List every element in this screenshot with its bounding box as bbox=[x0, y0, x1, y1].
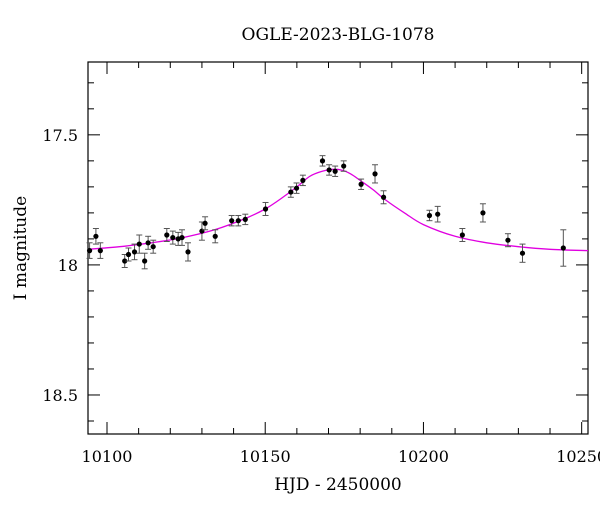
point-marker bbox=[505, 237, 511, 243]
data-point bbox=[136, 234, 143, 254]
data-point bbox=[262, 201, 269, 216]
y-tick-label: 18.5 bbox=[42, 386, 78, 405]
point-marker bbox=[332, 168, 338, 174]
point-marker bbox=[372, 171, 378, 177]
point-marker bbox=[136, 241, 142, 247]
x-tick-label: 10100 bbox=[82, 447, 133, 466]
point-marker bbox=[145, 240, 151, 246]
x-tick-labels: 10100 10150 10200 10250 bbox=[82, 447, 600, 466]
point-marker bbox=[426, 212, 433, 219]
data-point bbox=[293, 182, 300, 194]
y-tick-label: 18 bbox=[58, 256, 78, 275]
point-marker bbox=[435, 211, 441, 217]
data-point bbox=[131, 243, 138, 261]
point-marker bbox=[293, 185, 300, 191]
point-marker bbox=[288, 189, 294, 195]
point-marker bbox=[93, 233, 99, 239]
data-point bbox=[202, 216, 209, 231]
chart-title: OGLE-2023-BLG-1078 bbox=[242, 25, 435, 45]
point-marker bbox=[560, 245, 566, 251]
point-marker bbox=[326, 167, 332, 173]
model-curve bbox=[87, 168, 589, 252]
point-marker bbox=[202, 220, 208, 226]
axis-ticks bbox=[88, 62, 588, 434]
point-marker bbox=[164, 232, 170, 238]
data-point bbox=[178, 229, 185, 246]
point-marker bbox=[97, 248, 103, 254]
data-point bbox=[287, 186, 294, 198]
data-point bbox=[479, 203, 486, 223]
data-point bbox=[358, 178, 365, 190]
data-point bbox=[141, 252, 148, 270]
plot-frame bbox=[87, 61, 589, 435]
data-point bbox=[97, 242, 104, 259]
data-point bbox=[372, 164, 379, 184]
data-point bbox=[212, 229, 219, 244]
point-marker bbox=[341, 163, 347, 169]
data-point bbox=[242, 213, 249, 226]
data-point bbox=[519, 243, 526, 263]
point-marker bbox=[459, 232, 465, 238]
data-point bbox=[145, 235, 152, 250]
x-tick-label: 10150 bbox=[240, 447, 291, 466]
point-marker bbox=[242, 216, 248, 222]
point-marker bbox=[229, 218, 235, 224]
point-marker bbox=[86, 248, 93, 254]
point-marker bbox=[170, 234, 176, 241]
data-point bbox=[560, 229, 567, 267]
point-marker bbox=[142, 258, 148, 264]
point-marker bbox=[199, 228, 205, 234]
point-marker bbox=[131, 249, 138, 255]
data-point bbox=[326, 164, 333, 176]
data-point bbox=[504, 233, 511, 248]
point-marker bbox=[235, 218, 241, 224]
data-point bbox=[86, 242, 93, 259]
x-axis-label: HJD - 2450000 bbox=[274, 475, 402, 495]
data-point bbox=[459, 227, 466, 242]
x-tick-label: 10250 bbox=[556, 447, 600, 466]
data-point bbox=[228, 214, 235, 227]
data-point bbox=[434, 205, 441, 223]
point-marker bbox=[300, 177, 306, 183]
x-tick-label: 10200 bbox=[398, 447, 449, 466]
model-curve-line bbox=[87, 168, 589, 252]
point-marker bbox=[519, 250, 526, 256]
point-marker bbox=[212, 233, 218, 239]
data-point bbox=[380, 190, 387, 205]
data-point bbox=[185, 242, 191, 262]
data-point bbox=[169, 230, 176, 245]
y-tick-labels: 17.5 18 18.5 bbox=[42, 126, 78, 405]
data-point bbox=[163, 227, 170, 242]
point-marker bbox=[185, 249, 191, 255]
data-points bbox=[86, 155, 567, 270]
point-marker bbox=[380, 194, 387, 200]
data-point bbox=[332, 165, 339, 177]
y-tick-label: 17.5 bbox=[42, 126, 78, 145]
point-marker bbox=[125, 251, 132, 258]
data-point bbox=[235, 214, 242, 227]
data-point bbox=[150, 239, 157, 254]
point-marker bbox=[179, 234, 185, 241]
data-point bbox=[319, 155, 326, 167]
y-axis-label: I magnitude bbox=[11, 196, 31, 300]
point-marker bbox=[358, 181, 364, 187]
data-point bbox=[426, 209, 433, 222]
point-marker bbox=[122, 258, 128, 264]
data-point bbox=[340, 160, 347, 172]
point-marker bbox=[150, 244, 156, 250]
point-marker bbox=[319, 158, 326, 164]
data-point bbox=[125, 247, 132, 262]
data-point bbox=[299, 174, 306, 187]
point-marker bbox=[262, 206, 269, 212]
point-marker bbox=[480, 210, 486, 216]
data-point bbox=[92, 227, 99, 245]
